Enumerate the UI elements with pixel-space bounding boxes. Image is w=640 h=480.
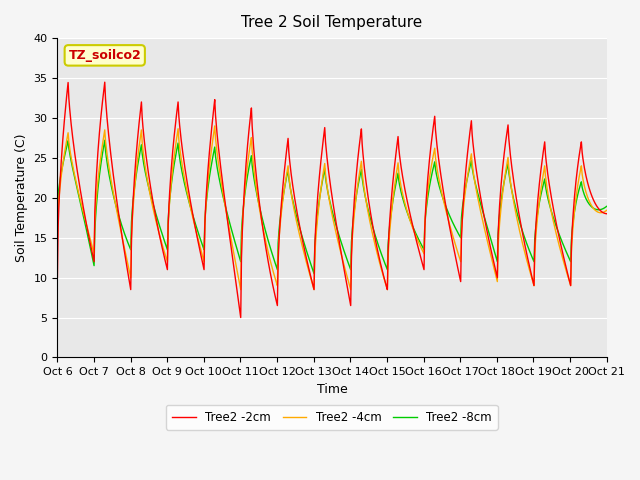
Tree2 -2cm — [401, 182, 408, 188]
Tree2 -4cm — [211, 123, 219, 129]
Y-axis label: Soil Temperature (C): Soil Temperature (C) — [15, 133, 28, 262]
Tree2 -4cm — [54, 235, 61, 240]
Tree2 -2cm — [101, 79, 109, 85]
Tree2 -8cm — [177, 160, 184, 166]
Tree2 -8cm — [310, 271, 318, 276]
Line: Tree2 -8cm: Tree2 -8cm — [58, 140, 607, 274]
Tree2 -4cm — [417, 243, 424, 249]
Tree2 -2cm — [54, 275, 61, 280]
Tree2 -2cm — [417, 252, 424, 258]
Tree2 -8cm — [401, 200, 408, 206]
Tree2 -8cm — [603, 204, 611, 209]
Title: Tree 2 Soil Temperature: Tree 2 Soil Temperature — [241, 15, 422, 30]
Tree2 -2cm — [177, 130, 184, 135]
Tree2 -4cm — [63, 134, 71, 140]
Tree2 -2cm — [121, 250, 129, 256]
Tree2 -2cm — [603, 211, 611, 216]
Tree2 -4cm — [205, 171, 212, 177]
Line: Tree2 -4cm: Tree2 -4cm — [58, 126, 607, 289]
X-axis label: Time: Time — [317, 383, 348, 396]
Tree2 -4cm — [603, 207, 611, 213]
Tree2 -2cm — [237, 315, 244, 321]
Tree2 -8cm — [417, 240, 424, 245]
Tree2 -8cm — [101, 137, 109, 143]
Tree2 -4cm — [401, 197, 408, 203]
Line: Tree2 -2cm: Tree2 -2cm — [58, 82, 607, 318]
Tree2 -4cm — [120, 242, 128, 248]
Legend: Tree2 -2cm, Tree2 -4cm, Tree2 -8cm: Tree2 -2cm, Tree2 -4cm, Tree2 -8cm — [166, 405, 498, 430]
Tree2 -4cm — [237, 287, 244, 292]
Tree2 -4cm — [176, 144, 184, 150]
Tree2 -2cm — [63, 87, 71, 93]
Tree2 -8cm — [121, 231, 129, 237]
Text: TZ_soilco2: TZ_soilco2 — [68, 49, 141, 62]
Tree2 -8cm — [205, 174, 213, 180]
Tree2 -8cm — [54, 211, 61, 216]
Tree2 -8cm — [63, 141, 71, 147]
Tree2 -2cm — [205, 149, 213, 155]
